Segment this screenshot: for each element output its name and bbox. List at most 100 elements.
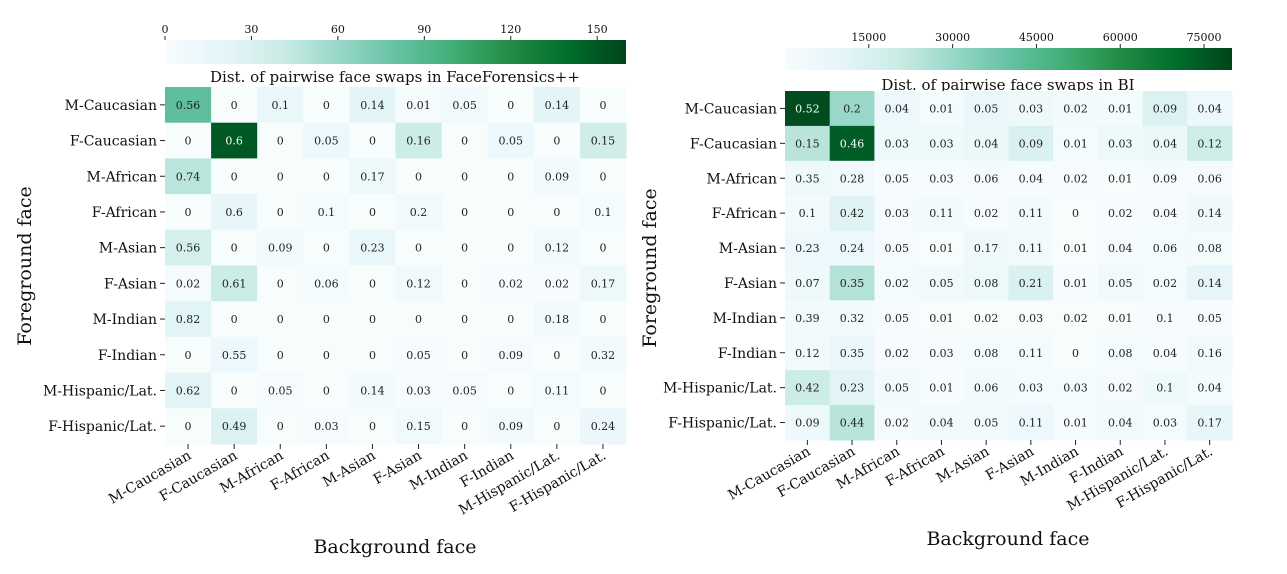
heatmap-cell	[874, 195, 920, 232]
x-tick-labels-bi: M-CaucasianF-CaucasianM-AfricanF-African…	[725, 440, 1216, 514]
heatmap-cell	[1097, 195, 1144, 232]
cell-value-label: 0.05	[406, 349, 431, 362]
cell-value-label: 0.02	[974, 312, 999, 325]
heatmap-cell	[829, 91, 875, 127]
cell-value-label: 0.01	[1063, 277, 1088, 290]
heatmap-cell	[1187, 405, 1233, 441]
cell-value-label: 0	[461, 242, 468, 255]
cell-value-label: 0.11	[545, 384, 570, 397]
colorbar-faceforensics: 0 30 60 90 120 150	[162, 23, 626, 64]
heatmap-cell	[211, 87, 258, 124]
heatmap-cell	[395, 372, 443, 409]
colorbar-bi: 15000 30000 45000 60000 75000	[785, 31, 1232, 70]
cell-value-label: 0	[553, 349, 560, 362]
cell-value-label: 0.06	[314, 277, 339, 290]
cell-value-label: 0.02	[1063, 172, 1088, 185]
cell-value-label: 0.14	[360, 384, 385, 397]
cell-value-label: 0.2	[843, 102, 861, 115]
cell-value-label: 0.61	[222, 277, 247, 290]
chart-title-faceforensics: Dist. of pairwise face swaps in FaceFore…	[210, 68, 580, 86]
heatmap-cell	[349, 194, 396, 231]
cell-value-label: 0.01	[1108, 102, 1133, 115]
cell-value-label: 0	[323, 170, 330, 183]
heatmap-cell	[1053, 405, 1099, 441]
cell-value-label: 0.02	[1153, 277, 1178, 290]
cell-value-label: 0	[415, 170, 422, 183]
cell-value-label: 0	[1072, 347, 1079, 360]
heatmap-cell	[395, 194, 443, 231]
cell-value-label: 0.09	[1153, 102, 1178, 115]
heatmap-cell	[1142, 265, 1188, 301]
heatmap-cell	[874, 91, 920, 127]
cell-value-label: 0	[553, 206, 560, 219]
heatmap-cell	[829, 230, 875, 266]
cell-value-label: 0	[369, 206, 376, 219]
heatmap-cell	[533, 301, 581, 338]
heatmap-cell	[257, 87, 304, 124]
heatmap-cell	[1097, 91, 1144, 127]
heatmap-cell	[785, 405, 831, 441]
heatmap-cell	[211, 194, 258, 231]
heatmap-cell	[533, 265, 581, 302]
colorbar-tick-label: 75000	[1187, 31, 1222, 44]
heatmap-cell	[1097, 300, 1144, 336]
heatmap-cell	[211, 229, 258, 266]
heatmap-cell	[257, 301, 304, 338]
cell-value-label: 0.05	[268, 384, 293, 397]
colorbar-tick-label: 60	[331, 23, 345, 36]
cell-value-label: 0.35	[840, 347, 865, 360]
heatmap-cell	[1097, 125, 1144, 162]
cell-value-label: 0	[369, 420, 376, 433]
cell-value-label: 0.39	[795, 312, 820, 325]
x-tick-labels-faceforensics: M-CaucasianF-CaucasianM-AfricanF-African…	[106, 444, 609, 518]
heatmap-cell	[487, 229, 535, 266]
cell-value-label: 0.42	[840, 207, 865, 220]
cell-value-label: 0	[1072, 207, 1079, 220]
heatmap-cell	[1053, 195, 1099, 232]
y-tick-label: F-Caucasian	[690, 136, 777, 152]
cell-value-label: 0.82	[176, 313, 201, 326]
cell-value-label: 0	[231, 384, 238, 397]
heatmap-cell	[1097, 405, 1144, 441]
heatmap-cell	[579, 229, 627, 266]
cell-value-label: 0.02	[885, 417, 910, 430]
cell-value-label: 0.01	[929, 242, 954, 255]
cell-value-label: 0.04	[1153, 347, 1178, 360]
colorbar-tick-label: 150	[587, 23, 608, 36]
cell-value-label: 0	[461, 420, 468, 433]
cell-value-label: 0	[323, 99, 330, 112]
heatmap-cell	[1142, 125, 1188, 162]
heatmap-cell	[1008, 265, 1054, 301]
y-tick-label: M-Caucasian	[65, 98, 157, 114]
heatmap-cell	[441, 408, 489, 445]
heatmap-cell	[785, 125, 831, 162]
cell-value-label: 0.08	[974, 347, 999, 360]
heatmap-cell	[1097, 160, 1144, 197]
heatmap-cell	[303, 158, 350, 195]
cell-value-label: 0.05	[974, 102, 999, 115]
heatmap-cell	[441, 87, 489, 124]
heatmap-cell	[1097, 230, 1144, 266]
heatmap-cell	[579, 158, 627, 195]
cell-value-label: 0	[323, 384, 330, 397]
cell-value-label: 0.08	[974, 277, 999, 290]
heatmap-cell	[579, 122, 627, 159]
heatmap-cell	[441, 229, 489, 266]
cell-value-label: 0	[277, 420, 284, 433]
y-tick-label: F-Asian	[104, 276, 157, 292]
cell-value-label: 0.04	[1153, 207, 1178, 220]
heatmap-cell	[919, 300, 965, 336]
heatmap-cell	[579, 87, 627, 124]
heatmap-cell	[487, 265, 535, 302]
cell-value-label: 0	[369, 135, 376, 148]
heatmap-cell	[874, 300, 920, 336]
cell-value-label: 0.01	[406, 99, 431, 112]
heatmap-cell	[1053, 91, 1099, 127]
heatmap-cell	[303, 265, 350, 302]
cell-value-label: 0.6	[225, 135, 243, 148]
cell-value-label: 0.05	[885, 172, 910, 185]
cell-value-label: 0.01	[929, 312, 954, 325]
cell-value-label: 0.11	[1019, 207, 1044, 220]
cell-value-label: 0.74	[176, 170, 201, 183]
heatmap-cell	[533, 229, 581, 266]
